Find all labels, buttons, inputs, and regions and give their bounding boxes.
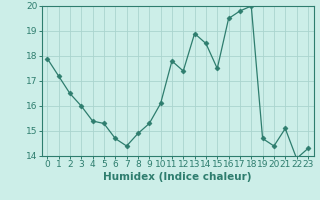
X-axis label: Humidex (Indice chaleur): Humidex (Indice chaleur)	[103, 172, 252, 182]
